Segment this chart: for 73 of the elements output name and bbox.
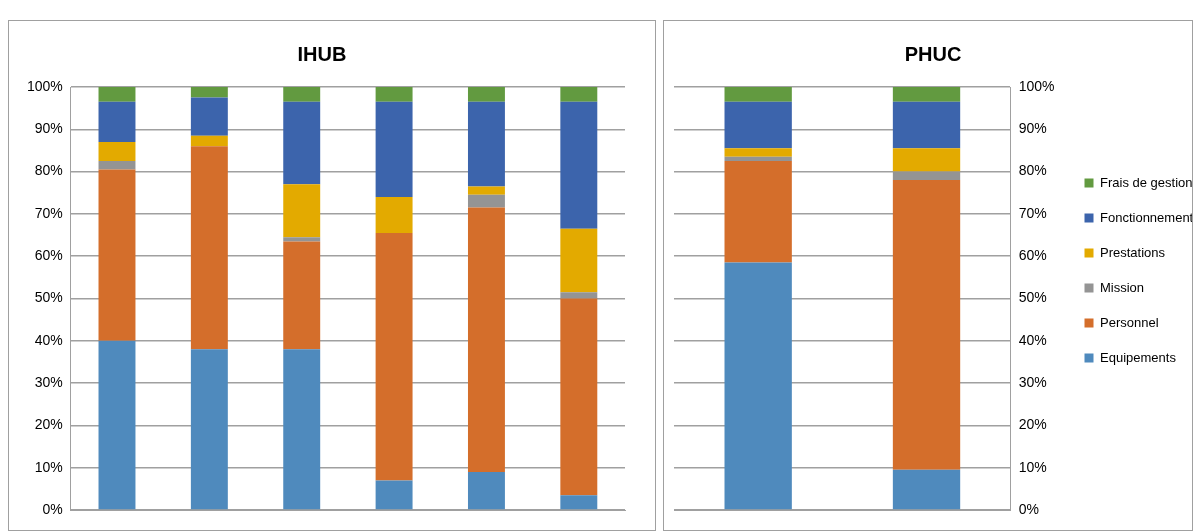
bar (190, 97, 228, 136)
y-tick-label: 90% (34, 120, 63, 137)
legend-label: Mission (1100, 279, 1145, 295)
bar (283, 237, 321, 242)
bar (283, 349, 321, 510)
bar (190, 87, 228, 98)
bar (467, 207, 505, 472)
chart-title: IHUB (297, 42, 347, 65)
bar (98, 340, 136, 510)
y-tick-label: 40% (1018, 331, 1047, 348)
bar (724, 161, 792, 263)
bar (190, 135, 228, 147)
bar (724, 101, 792, 149)
bar (724, 262, 792, 510)
bar (190, 349, 228, 510)
bar (98, 101, 136, 142)
y-tick-label: 100% (1018, 77, 1055, 94)
bar (283, 87, 321, 102)
y-tick-label: 30% (34, 373, 63, 390)
bar (560, 101, 598, 229)
y-tick-label: 80% (34, 162, 63, 179)
bar (98, 87, 136, 102)
y-tick-label: 60% (34, 247, 63, 264)
bar (724, 87, 792, 102)
bar (283, 241, 321, 350)
bar (892, 469, 961, 510)
bar (724, 148, 792, 157)
y-tick-label: 0% (1018, 500, 1039, 517)
bar (724, 156, 792, 162)
y-tick-label: 70% (1018, 204, 1047, 221)
bar (375, 101, 413, 197)
bar (98, 169, 136, 341)
bar (467, 87, 505, 102)
bar (283, 101, 321, 185)
chart-title: PHUC (904, 42, 962, 65)
y-tick-label: 20% (34, 416, 63, 433)
bar (98, 161, 136, 170)
legend-label: Frais de gestion (1100, 174, 1193, 190)
bar (892, 101, 961, 149)
y-tick-label: 60% (1018, 247, 1047, 264)
bar (892, 180, 961, 470)
bar (467, 186, 505, 195)
bar (375, 480, 413, 510)
bar (560, 228, 598, 293)
bar (98, 141, 136, 162)
legend-label: Prestations (1100, 244, 1166, 260)
y-tick-label: 50% (34, 289, 63, 306)
y-tick-label: 40% (34, 331, 63, 348)
bar (467, 194, 505, 208)
bar (283, 184, 321, 238)
y-tick-label: 80% (1018, 162, 1047, 179)
y-tick-label: 50% (1018, 289, 1047, 306)
bar (560, 298, 598, 496)
bar (375, 196, 413, 233)
bar (190, 146, 228, 350)
y-tick-label: 30% (1018, 373, 1047, 390)
y-tick-label: 90% (1018, 120, 1047, 137)
bar (560, 87, 598, 102)
bar (467, 471, 505, 510)
y-tick-label: 10% (34, 458, 63, 475)
bar (375, 87, 413, 102)
legend-label: Personnel (1100, 314, 1159, 330)
bar (892, 87, 961, 102)
y-tick-label: 70% (34, 204, 63, 221)
bar (467, 101, 505, 187)
y-tick-label: 100% (26, 77, 63, 94)
legend-label: Equipements (1100, 349, 1177, 365)
bar (892, 148, 961, 172)
bar (375, 232, 413, 481)
bar (560, 495, 598, 510)
y-tick-label: 0% (42, 500, 63, 517)
y-tick-label: 10% (1018, 458, 1047, 475)
y-tick-label: 20% (1018, 416, 1047, 433)
